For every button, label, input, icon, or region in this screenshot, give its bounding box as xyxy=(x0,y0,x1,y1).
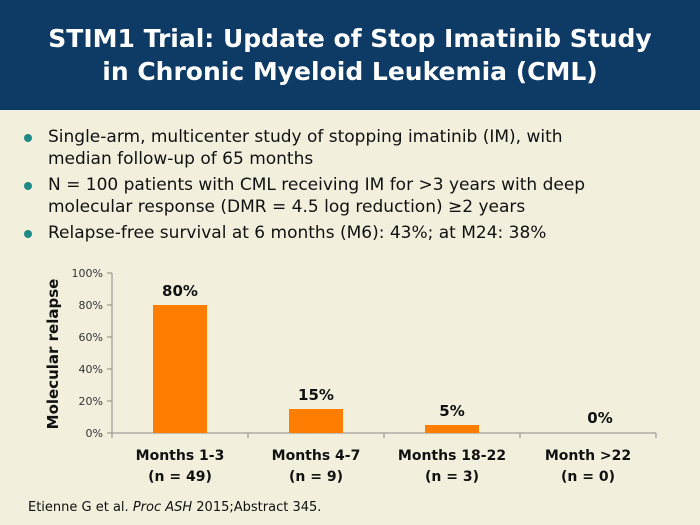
x-category-label: Month >22 xyxy=(545,448,631,464)
x-category-label: Months 18-22 xyxy=(398,448,506,464)
bullet-icon xyxy=(24,134,32,142)
x-category-sublabel: (n = 49) xyxy=(148,469,212,485)
y-tick-label: 60% xyxy=(79,331,103,344)
x-category-sublabel: (n = 3) xyxy=(425,469,479,485)
slide-title: STIM1 Trial: Update of Stop Imatinib Stu… xyxy=(20,22,680,88)
bar xyxy=(153,305,207,433)
x-category-label: Months 4-7 xyxy=(272,448,361,464)
citation-details: 2015;Abstract 345. xyxy=(192,500,322,515)
bullet-text-line: Relapse-free survival at 6 months (M6): … xyxy=(48,223,547,243)
bullet-list: Single-arm, multicenter study of stoppin… xyxy=(22,126,682,248)
bar-data-label: 0% xyxy=(587,409,612,427)
citation-journal: Proc ASH xyxy=(132,500,193,515)
bar-data-label: 5% xyxy=(439,402,464,420)
title-bar: STIM1 Trial: Update of Stop Imatinib Stu… xyxy=(0,0,700,110)
slide-title-line-1: STIM1 Trial: Update of Stop Imatinib Stu… xyxy=(48,24,652,53)
y-tick-label: 0% xyxy=(86,427,103,440)
bullet-item: Single-arm, multicenter study of stoppin… xyxy=(22,126,682,170)
bar-data-label: 15% xyxy=(298,386,334,404)
x-category-sublabel: (n = 9) xyxy=(289,469,343,485)
bullet-item: N = 100 patients with CML receiving IM f… xyxy=(22,174,682,218)
bar xyxy=(289,409,343,433)
citation: Etienne G et al. Proc ASH 2015;Abstract … xyxy=(28,500,321,515)
bullet-text-line: molecular response (DMR = 4.5 log reduct… xyxy=(48,197,526,217)
y-axis-label: Molecular relapse xyxy=(44,278,62,430)
bullet-text-line: median follow-up of 65 months xyxy=(48,149,314,169)
x-category-sublabel: (n = 0) xyxy=(561,469,615,485)
y-tick-label: 40% xyxy=(79,363,103,376)
slide-title-line-2: in Chronic Myeloid Leukemia (CML) xyxy=(102,57,598,86)
bullet-icon xyxy=(24,230,32,238)
bullet-item: Relapse-free survival at 6 months (M6): … xyxy=(22,222,682,244)
bullet-text-line: N = 100 patients with CML receiving IM f… xyxy=(48,175,586,195)
x-category-label: Months 1-3 xyxy=(136,448,225,464)
bullet-icon xyxy=(24,182,32,190)
relapse-chart: Molecular relapse 0% 20% 40% 60% 80% 100% 80% M… xyxy=(0,258,700,493)
bar-chart-svg: 0% 20% 40% 60% 80% 100% 80% Months 1-3 (n = 49) 1… xyxy=(72,267,657,485)
y-tick-label: 80% xyxy=(79,299,103,312)
citation-authors: Etienne G et al. xyxy=(28,500,133,515)
bullet-text-line: Single-arm, multicenter study of stoppin… xyxy=(48,127,563,147)
y-tick-label: 100% xyxy=(72,267,103,280)
y-tick-label: 20% xyxy=(79,395,103,408)
bar-data-label: 80% xyxy=(162,282,198,300)
bar xyxy=(425,425,479,433)
